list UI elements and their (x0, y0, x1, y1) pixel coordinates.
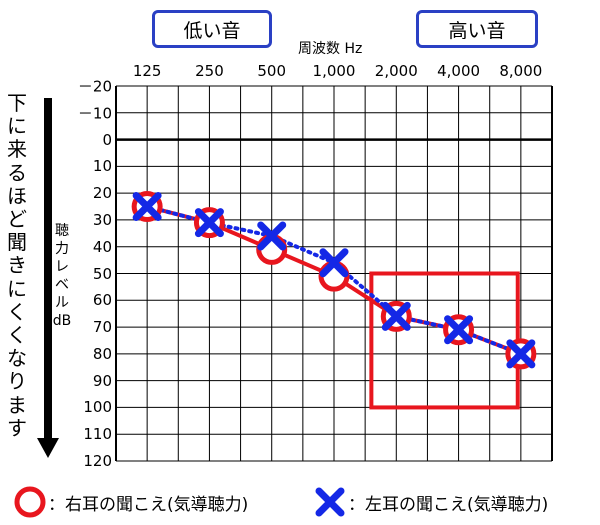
y-tick-label: －20 (77, 77, 112, 96)
y-tick-label: 60 (92, 291, 112, 310)
frequency-axis-title: 周波数 Hz (298, 41, 363, 57)
y-tick-label: 70 (92, 318, 112, 337)
x-tick-label: 500 (257, 62, 287, 80)
left-ear-point (444, 315, 474, 345)
y-tick-label: 90 (92, 371, 112, 390)
y-axis-label-text: 聴力レベル dB (52, 223, 72, 329)
vertical-note: 下に来るほど聞きにくくなります (7, 91, 27, 440)
left-ear-point (257, 221, 287, 251)
blue-x-icon (315, 487, 345, 517)
left-ear-point (506, 339, 536, 369)
left-ear-point (194, 208, 224, 238)
y-tick-label: 20 (92, 184, 112, 203)
legend-right-ear: ： 右耳の聞こえ(気導聴力) (12, 484, 248, 520)
y-tick-label: 40 (92, 237, 112, 256)
x-tick-label: 1,000 (312, 62, 356, 80)
y-tick-label: 0 (102, 130, 112, 149)
x-tick-label: 8,000 (499, 62, 543, 80)
y-tick-label: 110 (83, 425, 112, 444)
y-tick-label: 50 (92, 264, 112, 283)
y-axis-label: 聴力レベル dB (50, 222, 74, 330)
legend-left-ear: ： 左耳の聞こえ(気導聴力) (312, 484, 548, 520)
y-tick-label: 30 (92, 210, 112, 229)
legend-left-ear-label: 左耳の聞こえ(気導聴力) (365, 494, 549, 515)
x-tick-label: 4,000 (437, 62, 481, 80)
x-tick-label: 2,000 (374, 62, 418, 80)
y-tick-label: －10 (77, 104, 112, 123)
high-tone-label: 高い音 (416, 10, 538, 48)
low-tone-label: 低い音 (152, 10, 272, 48)
legend-right-ear-colon: ： (48, 494, 65, 515)
x-tick-label: 125 (132, 62, 162, 80)
y-tick-label: 100 (83, 398, 112, 417)
y-tick-label: 80 (92, 344, 112, 363)
left-ear-point (132, 192, 162, 222)
legend-right-ear-label: 右耳の聞こえ(気導聴力) (65, 494, 249, 515)
y-tick-label: 120 (83, 452, 112, 470)
legend-left-ear-colon: ： (348, 494, 365, 515)
x-tick-label: 250 (195, 62, 224, 80)
left-ear-point (319, 248, 349, 278)
down-arrow-head (37, 438, 59, 458)
y-tick-label: 10 (92, 157, 112, 176)
left-ear-point (381, 301, 411, 331)
red-circle-icon (14, 486, 46, 518)
